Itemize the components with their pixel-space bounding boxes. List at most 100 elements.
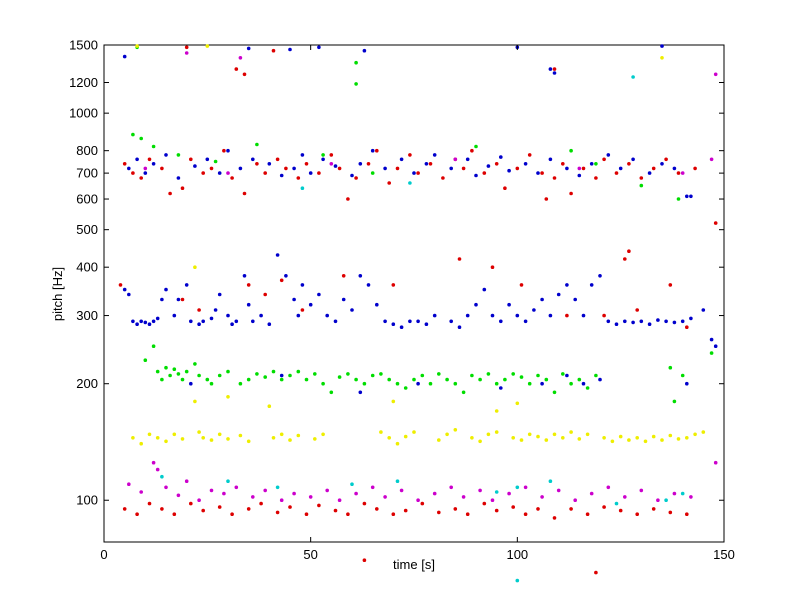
y-tick-label: 1000 [69, 106, 98, 121]
data-point-yellow [569, 430, 573, 434]
data-point-blue [267, 322, 272, 327]
data-point-yellow [552, 432, 557, 437]
data-point-blue [399, 325, 404, 330]
data-point-yellow [602, 436, 606, 440]
data-point-yellow [445, 432, 449, 437]
data-point-red [201, 508, 205, 513]
data-point-yellow [643, 439, 648, 444]
data-point-yellow [701, 430, 706, 434]
data-point-magenta [184, 479, 189, 484]
data-point-green [709, 351, 714, 355]
data-point-yellow [226, 395, 230, 399]
data-point-blue [127, 166, 131, 171]
data-point-cyan [515, 485, 520, 490]
data-point-red [304, 512, 309, 516]
data-point-yellow [267, 404, 272, 409]
data-point-red [482, 501, 487, 506]
data-point-blue [713, 344, 718, 349]
data-point-red [416, 171, 420, 175]
data-point-blue [333, 164, 338, 168]
data-point-blue [209, 316, 214, 321]
data-point-red [263, 292, 268, 297]
data-point-red [523, 512, 528, 516]
y-tick-label: 200 [76, 376, 98, 391]
data-point-red [565, 313, 569, 318]
data-point-green [313, 372, 317, 376]
data-point-green [561, 372, 565, 376]
data-point-blue [449, 319, 454, 324]
data-point-blue [375, 302, 379, 307]
data-point-blue [482, 287, 487, 292]
data-point-blue [370, 148, 375, 153]
data-point-blue [193, 164, 197, 168]
data-point-blue [577, 173, 582, 178]
data-point-yellow [693, 432, 697, 437]
data-point-blue [449, 166, 454, 171]
data-point-green [639, 183, 644, 188]
data-point-red [614, 171, 619, 175]
data-point-green [474, 144, 478, 149]
data-point-red [470, 148, 474, 153]
data-point-blue [279, 173, 284, 178]
data-point-blue [656, 318, 660, 322]
data-point-blue [523, 319, 528, 324]
data-point-magenta [573, 498, 577, 503]
data-point-red [304, 162, 309, 166]
data-point-blue [288, 47, 292, 52]
data-point-red [230, 512, 234, 516]
data-point-magenta [151, 460, 156, 465]
data-point-magenta [672, 491, 677, 496]
y-tick-label: 1200 [69, 75, 98, 90]
data-point-blue [672, 320, 677, 325]
data-point-green [143, 358, 148, 363]
data-point-yellow [155, 436, 160, 440]
x-tick-label: 100 [506, 547, 528, 562]
data-point-blue [230, 322, 234, 327]
data-point-blue [267, 162, 272, 166]
data-point-red [437, 510, 441, 515]
data-point-green [321, 153, 325, 157]
data-point-cyan [160, 474, 164, 479]
data-point-green [329, 390, 334, 395]
data-point-magenta [292, 491, 296, 496]
data-point-magenta [490, 498, 495, 503]
data-point-yellow [226, 437, 230, 441]
data-point-blue [573, 297, 577, 302]
data-point-blue [189, 319, 193, 324]
data-point-blue [647, 171, 652, 175]
data-point-blue [416, 319, 420, 324]
data-point-blue [135, 157, 139, 162]
data-point-blue [465, 157, 470, 162]
data-point-blue [639, 319, 644, 324]
data-point-green [354, 82, 358, 86]
data-point-blue [366, 283, 371, 287]
data-point-red [147, 501, 152, 506]
data-point-magenta [606, 485, 611, 490]
data-point-yellow [437, 438, 441, 442]
data-point-blue [251, 319, 255, 324]
data-point-red [242, 72, 247, 77]
data-point-red [118, 283, 123, 287]
data-point-yellow [135, 44, 139, 48]
data-point-red [317, 171, 321, 175]
data-point-green [569, 381, 573, 386]
data-point-red [341, 274, 346, 278]
data-point-magenta [523, 485, 528, 490]
data-point-red [511, 505, 515, 509]
data-point-blue [246, 46, 251, 51]
data-point-blue [507, 302, 511, 307]
data-point-blue [689, 194, 693, 199]
y-axis: 100 200 300 400 500 600 700 800 1000 1200 1500 [69, 38, 724, 508]
data-point-blue [292, 297, 296, 302]
data-point-blue [333, 319, 338, 324]
data-point-red [581, 166, 586, 171]
data-point-blue [308, 171, 313, 175]
y-tick-label: 100 [76, 493, 98, 508]
data-point-green [486, 372, 491, 376]
data-point-red [284, 166, 288, 171]
data-point-blue [325, 313, 330, 318]
data-point-magenta [222, 491, 226, 496]
data-point-green [160, 377, 164, 382]
data-point-red [544, 197, 549, 201]
data-point-blue [213, 308, 218, 312]
